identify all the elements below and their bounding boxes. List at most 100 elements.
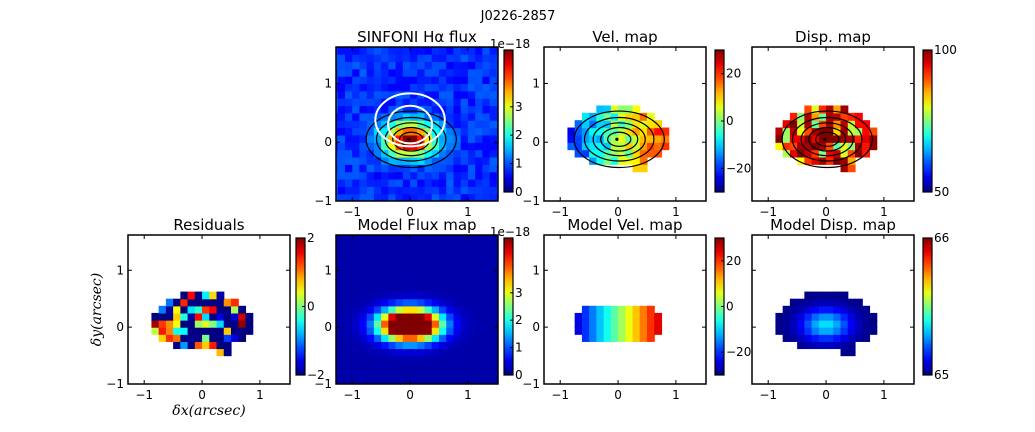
heatmap-cell xyxy=(352,156,361,165)
heatmap-cell xyxy=(482,248,491,257)
heatmap-cell xyxy=(446,76,455,85)
heatmap-cell xyxy=(482,193,491,201)
heatmap-cell xyxy=(395,270,404,278)
heatmap-cell xyxy=(410,235,418,243)
heatmap-cell xyxy=(833,305,842,314)
heatmap-cell xyxy=(618,134,626,143)
heatmap-cell xyxy=(840,120,849,129)
heatmap-cell xyxy=(589,305,597,314)
panel-flux: SINFONI Hα flux −1 −1 0 0 1 1 0 1 2 3 1e−18 xyxy=(314,28,530,219)
heatmap-cell xyxy=(431,61,440,70)
y-tick-label: −1 xyxy=(314,377,332,391)
heatmap-cell xyxy=(424,270,433,278)
heatmap-cell xyxy=(482,164,491,173)
heatmap-cell xyxy=(344,142,353,151)
heatmap-cell xyxy=(366,312,375,321)
heatmap-cell xyxy=(424,98,433,107)
heatmap-cell xyxy=(625,320,634,328)
heatmap-cell xyxy=(238,320,247,328)
heatmap-cell xyxy=(336,327,339,335)
heatmap-cell xyxy=(489,235,498,243)
heatmap-cell xyxy=(337,270,346,278)
heatmap-cell xyxy=(336,178,339,187)
heatmap-cell xyxy=(417,291,426,300)
heatmap-cell xyxy=(194,327,203,335)
heatmap-cell xyxy=(460,90,469,99)
contour xyxy=(365,110,457,169)
colorbar-tick-label: 3 xyxy=(515,286,523,300)
heatmap-cell xyxy=(438,76,447,85)
heatmap-cell xyxy=(359,83,368,92)
heatmap-cell xyxy=(482,312,491,321)
heatmap-cell xyxy=(352,376,361,384)
heatmap-cell xyxy=(381,384,389,392)
x-tick-label: 0 xyxy=(614,205,622,219)
heatmap-cell xyxy=(431,256,440,264)
heatmap-cell xyxy=(654,134,663,143)
heatmap-cell xyxy=(497,201,505,209)
heatmap-cell xyxy=(467,142,476,151)
heatmap-cell xyxy=(424,369,433,378)
heatmap-cell xyxy=(460,235,469,243)
heatmap-cell xyxy=(395,47,404,55)
colorbar-tick-label: 0 xyxy=(515,185,523,199)
heatmap-cell xyxy=(467,369,476,378)
heatmap-cell xyxy=(336,277,339,286)
heatmap-cell xyxy=(417,54,426,63)
heatmap-cell xyxy=(402,68,411,77)
heatmap-cell xyxy=(840,305,849,314)
heatmap-cell xyxy=(402,327,411,335)
heatmap-cell xyxy=(847,327,856,335)
axes-frame xyxy=(751,46,915,202)
heatmap-cell xyxy=(446,263,455,271)
heatmap-cell xyxy=(388,334,397,342)
heatmap-cell xyxy=(596,334,605,342)
heatmap-cell xyxy=(373,248,382,257)
heatmap-cell xyxy=(589,312,597,321)
heatmap-cell xyxy=(811,298,820,307)
heatmap-cell xyxy=(489,284,498,293)
heatmap-cell xyxy=(453,369,462,378)
heatmap-cell xyxy=(453,384,461,392)
heatmap-cell xyxy=(818,334,827,342)
heatmap-cell xyxy=(336,156,339,165)
heatmap-cell xyxy=(869,327,878,335)
heatmap-cell xyxy=(438,68,447,77)
heatmap-cell xyxy=(344,376,353,384)
heatmap-cell xyxy=(337,248,346,257)
heatmap-cell xyxy=(165,327,174,335)
heatmap-cell xyxy=(862,127,871,136)
heatmap-cell xyxy=(417,348,426,357)
heatmap-cell xyxy=(804,120,813,129)
heatmap-cell xyxy=(359,256,368,264)
heatmap-cell xyxy=(646,327,655,335)
heatmap-cell xyxy=(151,312,160,321)
heatmap-cell xyxy=(475,149,483,158)
contour xyxy=(375,116,447,162)
heatmap-cell xyxy=(395,186,404,195)
heatmap-cell xyxy=(410,178,418,187)
heatmap-cell xyxy=(417,68,426,77)
heatmap-cell xyxy=(818,341,827,350)
heatmap-cell xyxy=(453,98,462,107)
x-tick-label: 0 xyxy=(822,205,830,219)
heatmap-cell xyxy=(417,384,425,392)
heatmap-cell xyxy=(625,327,634,335)
heatmap-cell xyxy=(424,235,433,243)
heatmap-cell xyxy=(453,291,462,300)
heatmap-cell xyxy=(639,320,648,328)
heatmap-cell xyxy=(344,291,353,300)
heatmap-cell xyxy=(373,284,382,293)
heatmap-cell xyxy=(402,298,411,307)
heatmap-cell xyxy=(388,105,397,114)
heatmap-cell xyxy=(381,263,389,271)
heatmap-cell xyxy=(202,334,210,342)
heatmap-cell xyxy=(475,127,483,136)
heatmap-cell xyxy=(782,334,791,342)
heatmap-cell xyxy=(424,284,433,293)
heatmap-cell xyxy=(797,320,805,328)
heatmap-cell xyxy=(489,127,498,136)
heatmap-cell xyxy=(782,127,791,136)
heatmap-cell xyxy=(352,305,361,314)
heatmap-cell xyxy=(460,134,469,143)
